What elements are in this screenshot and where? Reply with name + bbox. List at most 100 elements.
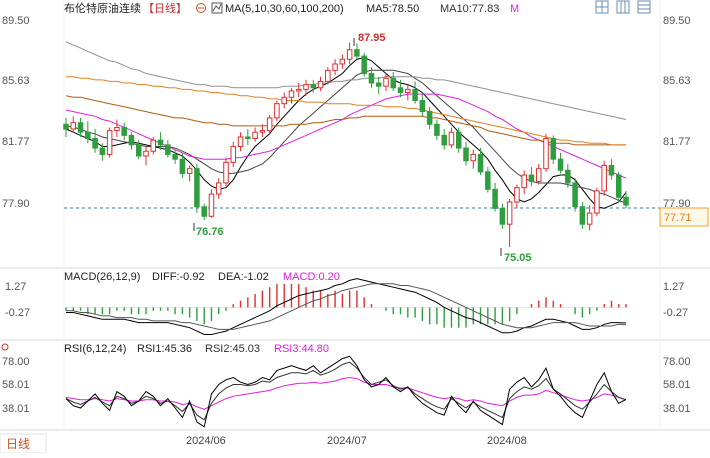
candle-body (281, 96, 287, 105)
candle-body (572, 182, 578, 208)
macd-params-label: MACD(26,12,9) (64, 271, 140, 283)
candle-body (325, 69, 331, 82)
macd-tick-left-0: 1.27 (5, 281, 26, 293)
candle (572, 178, 578, 212)
candle-body (477, 153, 484, 173)
rsi-tick-right-2: 38.01 (663, 403, 691, 415)
candle (586, 205, 593, 231)
macd-histogram-value: MACD:0.20 (283, 271, 340, 283)
candle (506, 198, 513, 248)
crosshair-icon[interactable] (1, 343, 9, 351)
candle (295, 83, 302, 98)
candle-body (594, 190, 600, 214)
last-price-tag (659, 207, 709, 227)
price-tick-right-1: 85.63 (663, 75, 691, 87)
macd-tick-left-1: -0.27 (5, 307, 30, 319)
ma-line-ma200 (65, 41, 627, 120)
candle (608, 159, 615, 180)
candle (303, 79, 309, 96)
candle (165, 140, 171, 158)
price-tick-left-3: 77.90 (2, 198, 30, 210)
macd-diff-line (66, 278, 627, 335)
candle (455, 127, 462, 153)
layout-rows-icon[interactable] (637, 0, 651, 14)
candle-body (128, 134, 135, 146)
candle-body (215, 182, 222, 195)
candle-body (463, 147, 469, 162)
candle (245, 129, 251, 145)
candle (405, 84, 411, 101)
rsi-line-rsi2 (65, 361, 627, 421)
candle (281, 92, 287, 109)
candle (448, 127, 455, 149)
candle (463, 141, 469, 166)
candle-body (106, 130, 113, 155)
candle-body (623, 196, 629, 206)
layout-columns-icon[interactable] (616, 0, 630, 14)
candle-body (535, 168, 542, 182)
candle (383, 73, 389, 91)
candle-body (121, 126, 127, 136)
candle (317, 76, 324, 91)
rsi-line-rsi3 (65, 376, 627, 410)
ma5-value: MA5:78.50 (366, 3, 419, 15)
candle-body (521, 174, 527, 189)
price-tick-left-2: 81.77 (2, 136, 30, 148)
candle-body (208, 193, 215, 217)
candle-body (361, 55, 367, 75)
candle (266, 114, 273, 134)
candle (70, 116, 77, 133)
candle (143, 146, 149, 166)
candle (557, 152, 564, 174)
candle-body (499, 207, 506, 225)
candle-body (390, 77, 397, 89)
rsi1-value: RSI1:45.36 (137, 343, 192, 355)
candle-body (99, 147, 106, 155)
ma-settings-icon[interactable] (211, 2, 223, 14)
rsi-panel (65, 355, 627, 428)
instrument-title: 布伦特原油连续 (64, 1, 141, 15)
candle-body (143, 150, 149, 157)
price-tick-right-0: 89.50 (663, 15, 691, 27)
price-tick-right-2: 81.77 (663, 136, 691, 148)
candle-body (448, 131, 455, 146)
candle-body (295, 88, 302, 92)
candle (157, 132, 164, 150)
candle (390, 71, 397, 91)
rsi-line-rsi1 (65, 355, 627, 428)
candle-body (135, 144, 142, 157)
candle-body (339, 58, 346, 65)
candle-body (63, 123, 69, 130)
more-ma-indicator: M (510, 3, 519, 15)
x-tick-1: 2024/07 (327, 435, 367, 447)
candle-body (543, 138, 549, 170)
candle (528, 167, 535, 187)
candle-body (397, 87, 404, 94)
candle-body (375, 82, 382, 87)
period-button-label: 日线 (6, 437, 30, 451)
last-price-value: 77.71 (664, 212, 692, 224)
candle (194, 163, 200, 214)
candle-body (70, 122, 77, 130)
candle-body (354, 49, 360, 57)
candle (375, 76, 382, 95)
candle-body (346, 49, 353, 60)
candle (135, 140, 142, 160)
candle-body (259, 130, 266, 133)
candle-body (485, 171, 491, 190)
candle (252, 127, 258, 142)
layout-grid-icon[interactable] (595, 0, 609, 14)
indicator-toggle-icon[interactable] (196, 3, 206, 13)
ma-line-ma60 (65, 95, 626, 146)
candle-body (303, 84, 309, 90)
macd-diff-value: DIFF:-0.92 (152, 271, 205, 283)
candle-body (332, 63, 338, 71)
candle-body (172, 153, 178, 160)
candle (150, 136, 157, 155)
candle (99, 143, 106, 161)
macd-dea-value: DEA:-1.02 (218, 271, 269, 283)
rsi-params-label: RSI(6,12,24) (64, 343, 126, 355)
candle-body (506, 201, 513, 225)
candle-body (245, 136, 251, 140)
candle-body (368, 73, 375, 84)
